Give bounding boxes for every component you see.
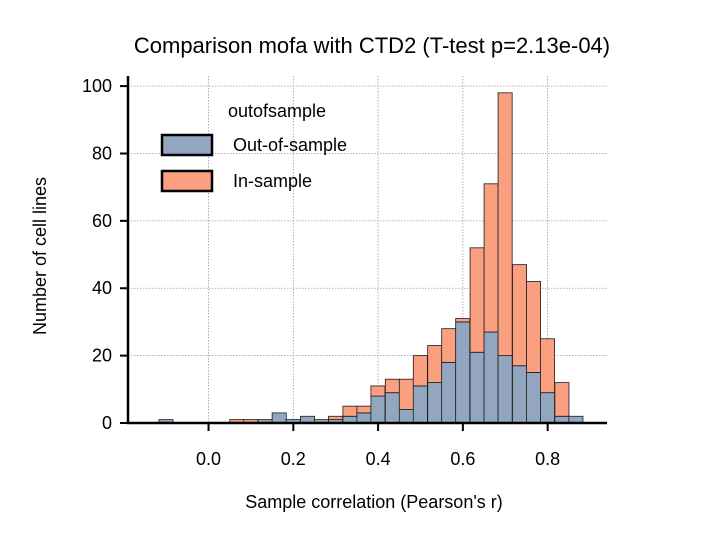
bar-in-sample <box>441 328 457 363</box>
x-tick-label: 0.4 <box>366 449 391 469</box>
x-tick-label: 0.0 <box>196 449 221 469</box>
bar-out-of-sample <box>455 321 471 424</box>
bar-out-of-sample <box>427 382 443 424</box>
x-tick-label: 0.2 <box>281 449 306 469</box>
bar-in-sample <box>427 345 443 383</box>
chart-title: Comparison mofa with CTD2 (T-test p=2.13… <box>134 33 610 58</box>
bar-out-of-sample <box>398 409 414 424</box>
y-tick-label: 60 <box>92 211 112 231</box>
y-tick-label: 80 <box>92 143 112 163</box>
x-axis-label: Sample correlation (Pearson's r) <box>245 492 503 512</box>
bar-in-sample <box>398 378 414 410</box>
bar-in-sample <box>384 378 400 394</box>
bar-in-sample <box>469 247 485 353</box>
bar-out-of-sample <box>526 372 541 424</box>
bar-in-sample <box>497 92 513 357</box>
bar-out-of-sample <box>497 355 513 424</box>
bar-in-sample <box>412 355 428 387</box>
bar-out-of-sample <box>271 412 287 424</box>
bar-in-sample <box>540 338 555 394</box>
legend-swatch-in-sample <box>160 169 214 193</box>
bar-in-sample <box>526 281 541 373</box>
bar-out-of-sample <box>469 351 485 424</box>
legend-label: Out-of-sample <box>233 135 347 155</box>
bar-in-sample <box>328 415 344 421</box>
x-axis-ticks: 0.0 0.2 0.4 0.6 0.8 <box>196 423 560 469</box>
legend-title: outofsample <box>228 101 326 121</box>
legend-entries: Out-of-sample In-sample <box>160 133 347 193</box>
bar-out-of-sample <box>540 392 555 424</box>
legend-swatch-out-of-sample <box>160 133 214 157</box>
bar-in-sample <box>554 382 570 417</box>
axes <box>126 76 607 425</box>
bar-out-of-sample <box>483 331 499 424</box>
legend: outofsample Out-of-sample In-sample <box>160 101 347 193</box>
bar-in-sample <box>455 318 471 323</box>
bar-in-sample <box>342 405 358 417</box>
bar-out-of-sample <box>441 361 457 424</box>
bar-out-of-sample <box>356 412 372 424</box>
bar-out-of-sample <box>412 385 428 424</box>
y-tick-label: 20 <box>92 346 112 366</box>
y-tick-label: 40 <box>92 278 112 298</box>
bar-in-sample <box>483 183 499 333</box>
bar-out-of-sample <box>384 392 400 424</box>
y-axis-ticks: 0 20 40 60 80 100 <box>82 76 128 433</box>
bar-in-sample <box>370 385 386 397</box>
legend-label: In-sample <box>233 171 312 191</box>
y-tick-label: 0 <box>102 413 112 433</box>
histogram-bars <box>158 92 584 424</box>
x-tick-label: 0.8 <box>535 449 560 469</box>
x-tick-label: 0.6 <box>450 449 475 469</box>
bar-in-sample <box>512 264 527 367</box>
bar-out-of-sample <box>512 365 527 424</box>
y-axis-label: Number of cell lines <box>30 177 50 335</box>
y-tick-label: 100 <box>82 76 112 96</box>
bar-in-sample <box>356 405 372 414</box>
bar-out-of-sample <box>370 395 386 424</box>
